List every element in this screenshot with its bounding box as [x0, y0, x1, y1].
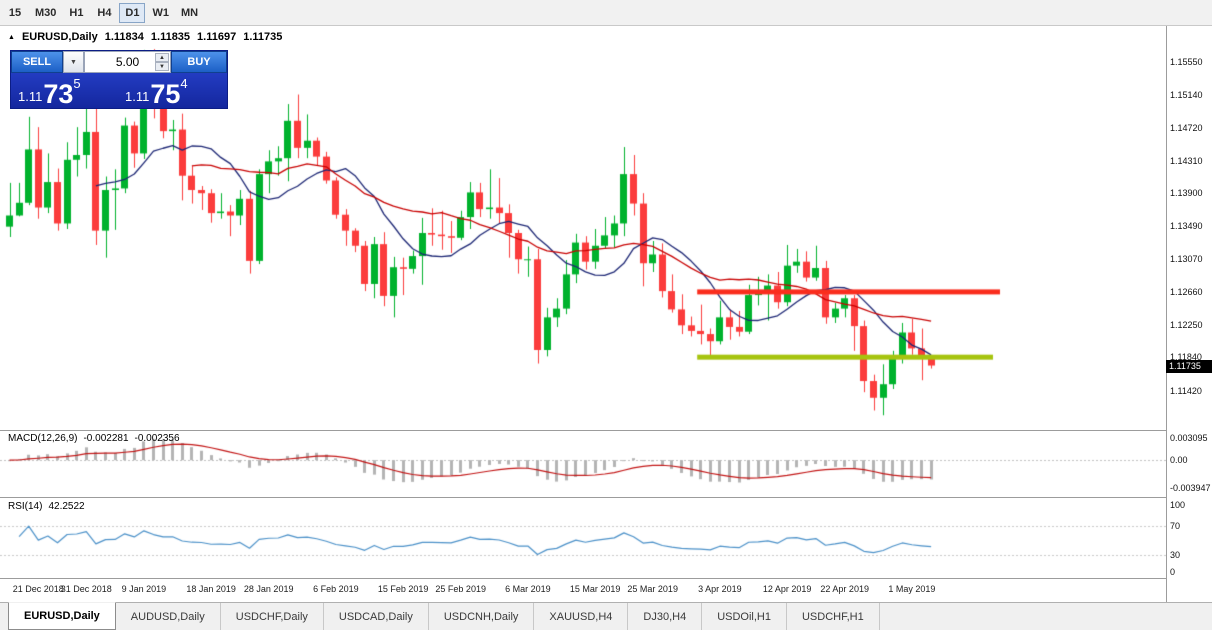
pane-separator[interactable]: [0, 430, 1212, 431]
date-axis-label: 6 Feb 2019: [313, 584, 359, 594]
timeframe-toolbar: 15 M30 H1 H4 D1 W1 MN: [0, 0, 1212, 26]
rsi-indicator-canvas[interactable]: [0, 497, 1166, 578]
one-click-trading-panel: SELL ▼ ▲ ▼ BUY 1.11 73 5 1.11 75 4: [10, 50, 228, 109]
macd-value-main: -0.002281: [83, 433, 129, 444]
ohlc-open: 1.11834: [104, 31, 144, 43]
chart-tab-usdcad-daily[interactable]: USDCAD,Daily: [324, 603, 429, 630]
rsi-axis-label: 0: [1170, 567, 1176, 577]
timeframe-button-h1[interactable]: H1: [69, 6, 84, 19]
macd-axis-label: 0.003095: [1170, 433, 1208, 444]
buy-price-button[interactable]: 1.11 75 4: [115, 73, 222, 108]
sell-price-sup: 5: [73, 76, 81, 91]
rsi-value: 42.2522: [48, 501, 85, 512]
date-axis-label: 25 Mar 2019: [627, 584, 678, 594]
volume-input[interactable]: [85, 52, 170, 72]
chart-tab-usdchf-daily[interactable]: USDCHF,Daily: [221, 603, 324, 630]
price-axis-label: 1.13490: [1170, 220, 1203, 231]
date-axis-label: 3 Apr 2019: [698, 584, 742, 594]
price-axis-label: 1.12250: [1170, 319, 1203, 330]
buy-button[interactable]: BUY: [171, 51, 227, 73]
buy-price-big: 75: [150, 78, 181, 109]
price-axis-label: 1.13070: [1170, 254, 1203, 265]
volume-dropdown-button[interactable]: ▼: [63, 51, 84, 73]
date-axis-label: 1 May 2019: [888, 584, 936, 594]
price-axis-label: 1.12660: [1170, 286, 1203, 297]
ohlc-high: 1.11835: [150, 31, 191, 43]
date-axis-label: 15 Mar 2019: [569, 584, 621, 594]
price-axis: 1.11735 1.15550 1.15140 1.14720 1.14310 1.13…: [1166, 26, 1212, 602]
chart-tab-usdoil-h1[interactable]: USDOil,H1: [702, 603, 787, 630]
timeframe-button-m30[interactable]: M30: [35, 6, 57, 19]
date-axis-label: 31 Dec 2018: [60, 584, 112, 594]
sell-button[interactable]: SELL: [11, 51, 63, 73]
pane-separator: [0, 578, 1212, 579]
spinner-down-icon[interactable]: ▼: [155, 62, 169, 71]
timeframe-button-mn[interactable]: MN: [180, 6, 199, 19]
macd-indicator-canvas[interactable]: [0, 430, 1166, 497]
buy-price-prefix: 1.11: [125, 89, 150, 105]
chart-tab-usdchf-h1[interactable]: USDCHF,H1: [787, 603, 880, 630]
macd-name: MACD(12,26,9): [8, 433, 78, 444]
ohlc-low: 1.11697: [197, 31, 237, 43]
date-axis-label: 28 Jan 2019: [243, 584, 294, 594]
price-axis-label: 1.15550: [1170, 56, 1203, 67]
rsi-axis-label: 30: [1170, 549, 1181, 560]
spinner-up-icon[interactable]: ▲: [155, 53, 169, 62]
price-axis-label: 1.14720: [1170, 122, 1203, 133]
timeframe-button-15[interactable]: 15: [8, 6, 22, 19]
date-axis-label: 12 Apr 2019: [762, 584, 812, 594]
chart-tabs: EURUSD,Daily AUDUSD,Daily USDCHF,Daily USDC…: [0, 602, 1212, 630]
sell-price-button[interactable]: 1.11 73 5: [16, 73, 115, 108]
timeframe-button-h4[interactable]: H4: [97, 6, 112, 19]
date-axis-label: 22 Apr 2019: [820, 584, 869, 594]
date-axis-label: 15 Feb 2019: [377, 584, 429, 594]
timeframe-button-w1[interactable]: W1: [152, 6, 169, 19]
date-axis-label: 9 Jan 2019: [121, 584, 167, 594]
chart-title: ▲ EURUSD,Daily 1.11834 1.11835 1.11697 1…: [8, 31, 282, 43]
sell-price-big: 73: [43, 78, 74, 109]
macd-label: MACD(12,26,9) -0.002281 -0.002356: [8, 433, 180, 444]
chart-tab-audusd-daily[interactable]: AUDUSD,Daily: [116, 603, 221, 630]
price-axis-label: 1.11420: [1170, 385, 1202, 396]
price-axis-separator: [1166, 26, 1167, 602]
chart-symbol-label: EURUSD,Daily: [21, 31, 98, 43]
date-axis-label: 25 Feb 2019: [435, 584, 486, 594]
chart-tab-dj30-h4[interactable]: DJ30,H4: [628, 603, 703, 630]
rsi-axis-label: 100: [1170, 500, 1186, 510]
ohlc-close: 1.11735: [243, 31, 283, 43]
buy-price-sup: 4: [180, 76, 188, 91]
rsi-label: RSI(14) 42.2522: [8, 501, 85, 512]
macd-value-signal: -0.002356: [134, 433, 180, 444]
pane-separator[interactable]: [0, 497, 1212, 498]
chart-shift-icon: ▲: [8, 33, 15, 41]
current-price-tag: 1.11735: [1166, 359, 1212, 373]
sell-price-prefix: 1.11: [18, 89, 43, 105]
price-axis-label: 1.13900: [1170, 188, 1203, 199]
date-axis-label: 6 Mar 2019: [505, 584, 551, 594]
chevron-down-icon: ▼: [70, 58, 77, 66]
date-axis-label: 21 Dec 2018: [12, 584, 64, 594]
macd-axis-label: 0.00: [1170, 455, 1188, 466]
chart-tab-xauusd-h4[interactable]: XAUUSD,H4: [534, 603, 629, 630]
date-axis-label: 18 Jan 2019: [186, 584, 236, 594]
chart-tab-eurusd-daily[interactable]: EURUSD,Daily: [8, 602, 116, 630]
price-axis-label: 1.11840: [1170, 352, 1202, 363]
macd-axis-label: -0.003947: [1170, 483, 1211, 494]
volume-field-wrap: ▲ ▼: [84, 51, 171, 73]
rsi-name: RSI(14): [8, 501, 43, 512]
price-axis-label: 1.15140: [1170, 89, 1203, 100]
rsi-axis-label: 70: [1170, 521, 1181, 532]
volume-spinner: ▲ ▼: [155, 53, 169, 71]
price-axis-label: 1.14310: [1170, 155, 1203, 166]
chart-tab-usdcnh-daily[interactable]: USDCNH,Daily: [429, 603, 535, 630]
timeframe-button-d1[interactable]: D1: [119, 2, 146, 23]
date-axis: 21 Dec 2018 31 Dec 2018 9 Jan 2019 18 Jan 2…: [0, 579, 1166, 602]
